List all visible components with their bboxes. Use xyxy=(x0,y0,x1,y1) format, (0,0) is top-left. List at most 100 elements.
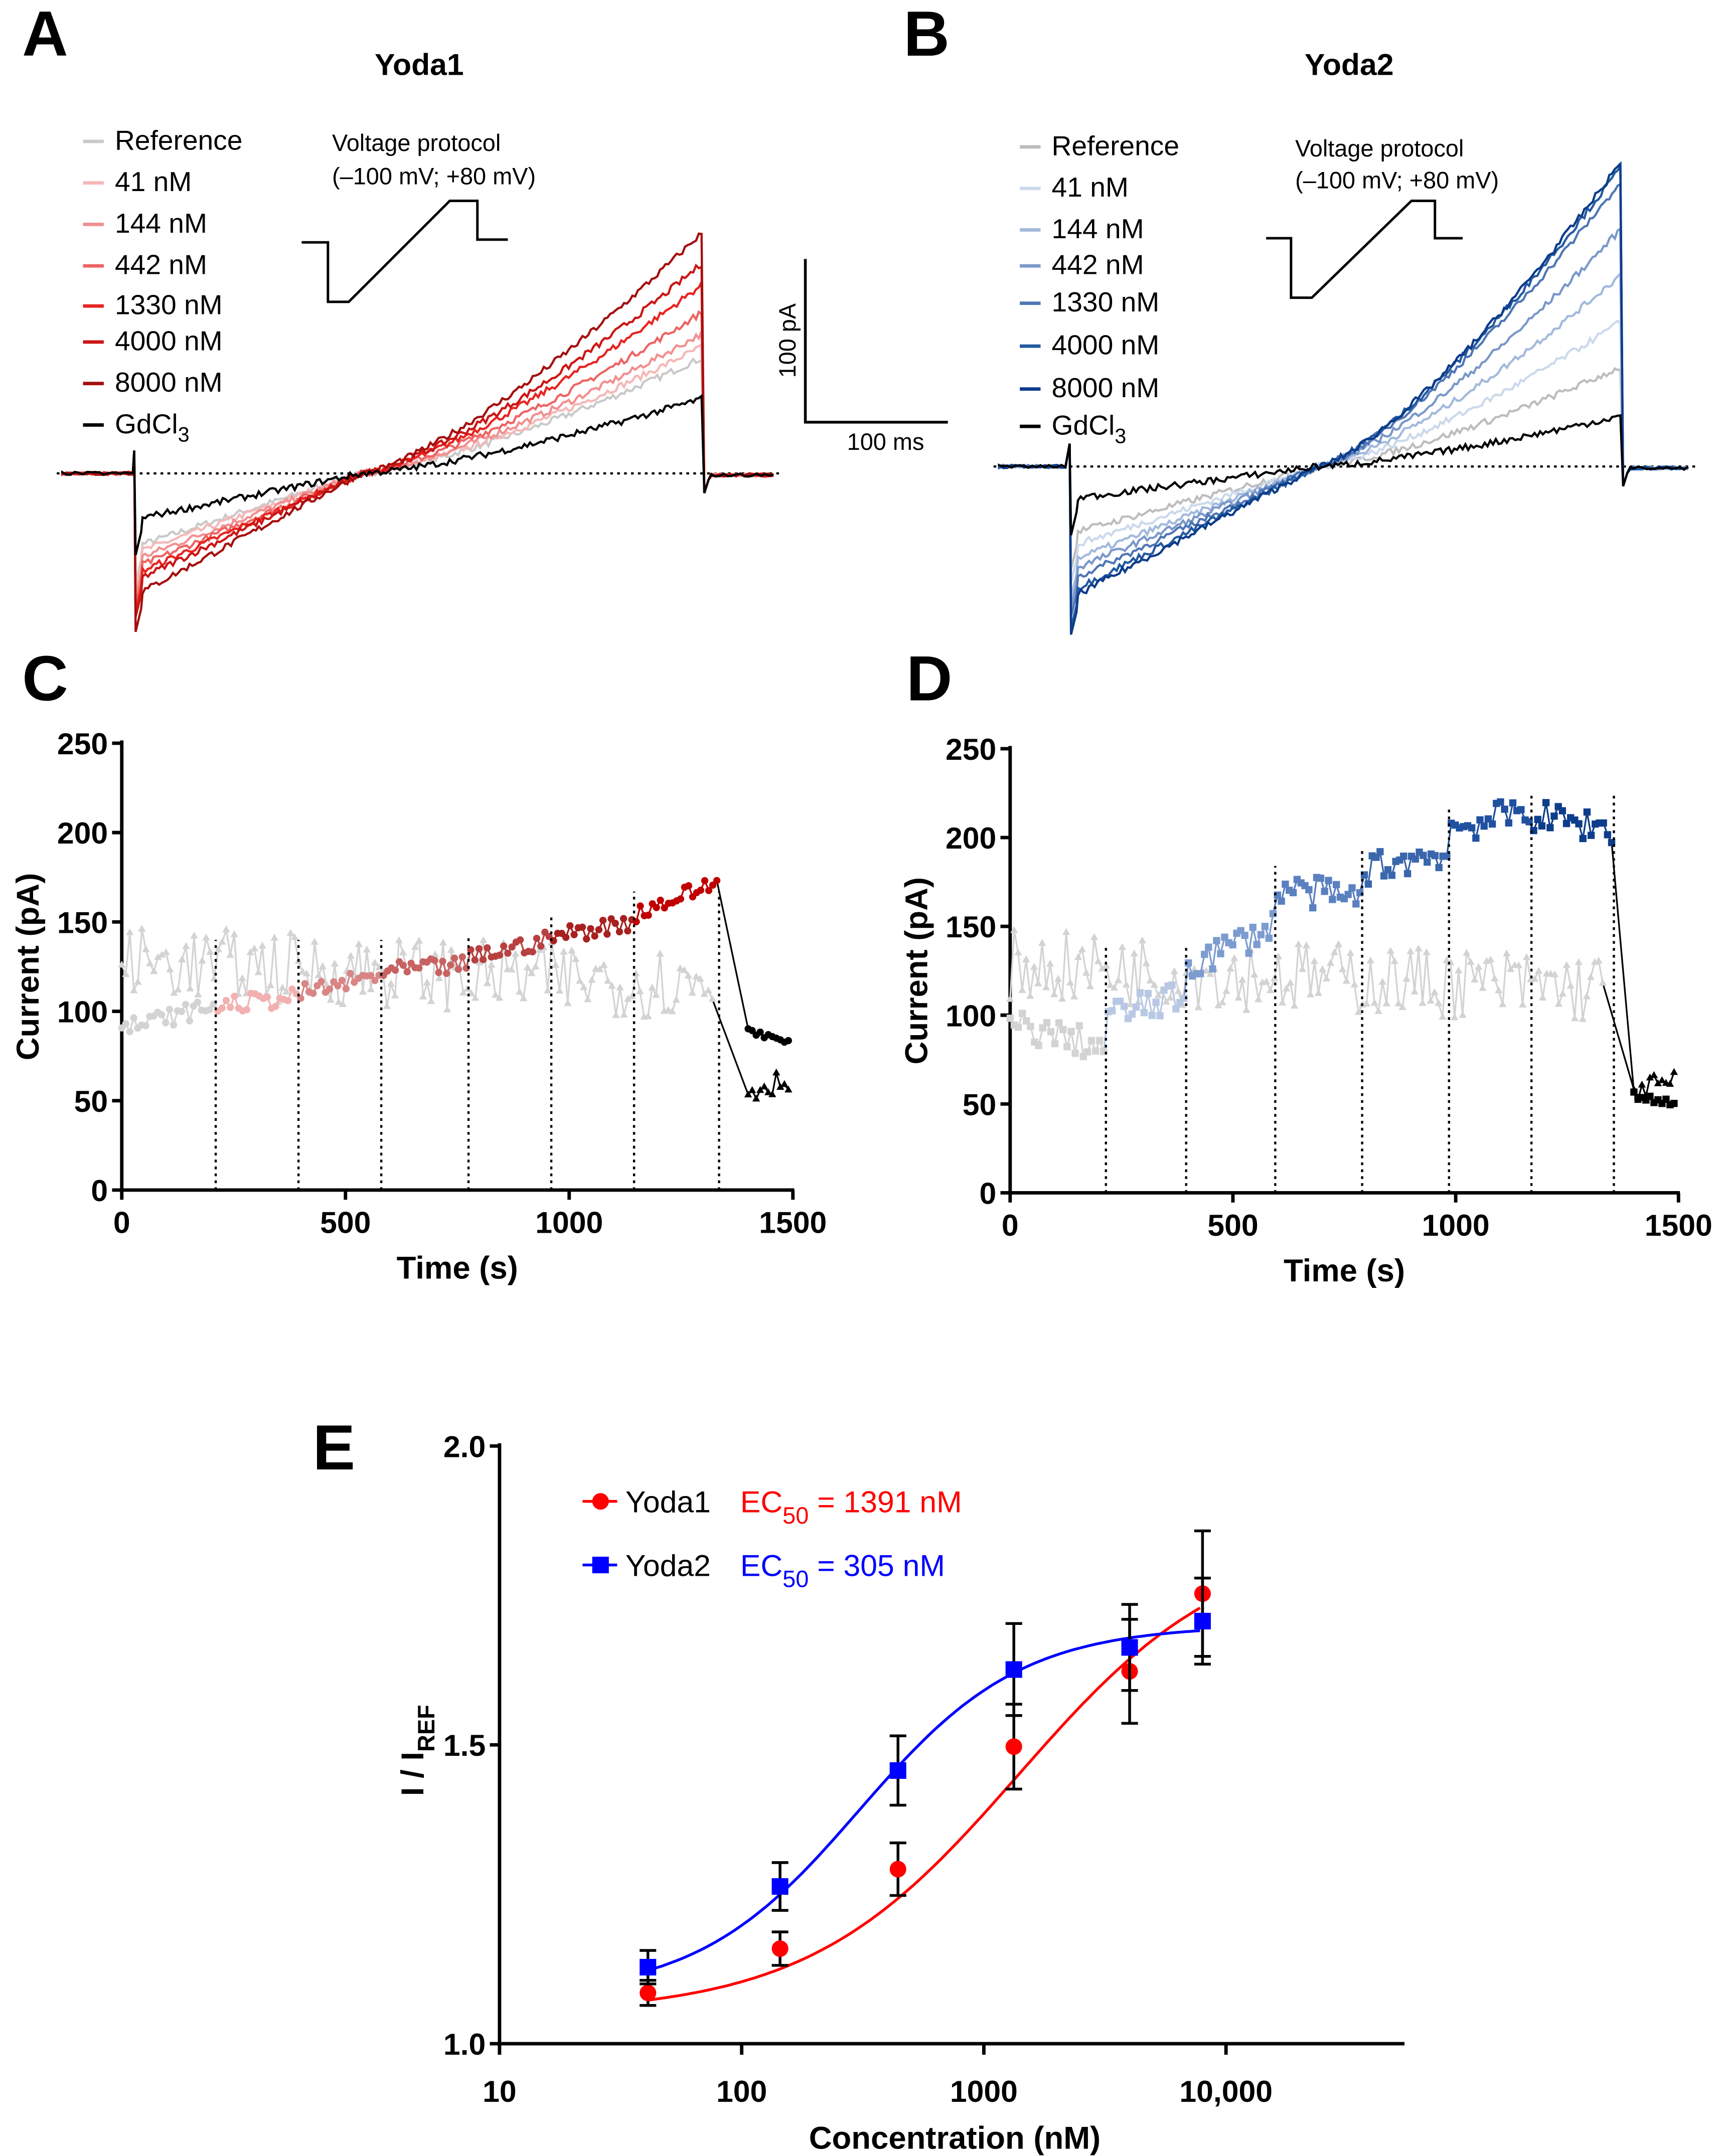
control-triangle-point xyxy=(198,956,206,964)
data-point-circle xyxy=(537,942,545,950)
control-triangle-point xyxy=(1439,1013,1447,1020)
control-line-segment xyxy=(1381,981,1387,1004)
control-line-segment xyxy=(615,987,621,1016)
control-triangle-point xyxy=(1302,941,1311,948)
data-point-square xyxy=(1352,900,1360,908)
data-point-square xyxy=(1071,1050,1079,1057)
data-point-square xyxy=(1168,981,1176,989)
data-point-circle xyxy=(591,932,598,940)
control-triangle-point xyxy=(1150,980,1158,988)
data-point-square xyxy=(1321,888,1328,895)
control-triangle-point xyxy=(359,987,367,995)
data-point-square xyxy=(1550,812,1558,820)
data-point-circle xyxy=(222,997,230,1005)
control-triangle-point xyxy=(1366,956,1374,963)
legend-ec50-label: EC50 = 1391 nM xyxy=(740,1485,962,1529)
control-triangle-point xyxy=(1238,975,1246,983)
data-point-square xyxy=(1317,874,1325,882)
control-line-segment xyxy=(1233,958,1239,998)
data-point-square xyxy=(1265,934,1273,942)
control-triangle-point xyxy=(704,986,712,993)
main-line-segment xyxy=(1582,811,1588,839)
x-tick-label: 1000 xyxy=(950,2074,1018,2108)
data-point-square xyxy=(1059,1026,1067,1034)
control-triangle-point xyxy=(1595,956,1603,964)
data-point-circle xyxy=(475,945,483,952)
data-point-square xyxy=(1403,870,1412,878)
control-line-segment xyxy=(366,949,372,990)
control-triangle-point xyxy=(1382,999,1390,1007)
data-point-square xyxy=(1221,933,1228,941)
control-triangle-point xyxy=(511,949,520,957)
data-point-square xyxy=(1501,805,1508,813)
control-line-segment xyxy=(515,954,521,992)
data-point-square xyxy=(1348,884,1356,892)
control-triangle-point xyxy=(1658,1076,1666,1083)
control-triangle-point xyxy=(576,976,584,984)
panel-d-timecourse: 0 50 100 150 200 250 0 500 1000 1500 Time (s) Curre… xyxy=(899,732,1712,1288)
main-line-segment xyxy=(1183,962,1189,999)
control-triangle-point xyxy=(519,994,528,1002)
data-point-square xyxy=(1083,1048,1091,1056)
control-triangle-point xyxy=(676,964,684,971)
ec50-sub: 50 xyxy=(783,1566,809,1592)
trace-reference xyxy=(61,357,774,583)
control-triangle-point xyxy=(1579,1015,1587,1022)
control-triangle-point xyxy=(1411,987,1419,994)
control-triangle-point xyxy=(387,979,395,987)
control-line-segment xyxy=(386,983,392,1007)
control-triangle-point xyxy=(1078,945,1086,952)
control-triangle-point xyxy=(1558,989,1567,997)
control-triangle-point xyxy=(367,985,375,992)
control-triangle-point xyxy=(1286,978,1295,986)
data-point-square xyxy=(1035,1042,1042,1049)
control-line-segment xyxy=(1385,951,1391,1004)
control-line-segment xyxy=(1245,950,1252,1011)
data-point-circle xyxy=(338,976,346,984)
legend-label: 8000 nM xyxy=(1052,372,1160,403)
y-tick-label: 100 xyxy=(57,995,108,1029)
control-triangle-point xyxy=(1214,1001,1222,1009)
data-point-circle xyxy=(182,1001,190,1009)
control-triangle-point xyxy=(688,988,696,996)
control-triangle-point xyxy=(1074,953,1082,960)
data-point-circle xyxy=(640,1984,657,2002)
data-point-circle xyxy=(529,948,536,956)
control-line-segment xyxy=(567,950,573,1004)
control-line-segment xyxy=(1349,953,1355,985)
control-triangle-point xyxy=(600,961,608,968)
control-line-segment xyxy=(555,965,561,991)
ec50-value: = 305 nM xyxy=(809,1549,945,1583)
data-point-circle xyxy=(645,911,652,919)
control-line-segment xyxy=(1021,959,1027,990)
control-triangle-point xyxy=(1146,976,1154,983)
trace-144-nm xyxy=(61,330,774,596)
control-triangle-point xyxy=(1562,961,1571,968)
control-triangle-point xyxy=(258,941,266,949)
data-point-square xyxy=(1630,1088,1638,1096)
control-triangle-point xyxy=(471,993,480,1001)
control-triangle-point xyxy=(463,984,472,992)
control-triangle-point xyxy=(214,945,222,952)
control-triangle-point xyxy=(331,959,339,967)
control-line-segment xyxy=(269,938,275,986)
trace-41-nm xyxy=(998,319,1689,583)
control-triangle-point xyxy=(174,985,182,993)
data-point-square xyxy=(1257,931,1265,938)
control-triangle-point xyxy=(222,925,230,933)
control-line-segment xyxy=(201,937,207,961)
data-point-square xyxy=(1388,872,1395,879)
panel-a-traces: Reference 41 nM 144 nM 442 nM 1330 nM 4000 nM… xyxy=(57,124,780,632)
legend-label: 144 nM xyxy=(115,208,207,239)
data-point-circle xyxy=(227,1004,234,1011)
control-triangle-point xyxy=(1098,964,1107,972)
main-line-segment xyxy=(1367,856,1373,885)
control-triangle-point xyxy=(612,1011,620,1018)
control-triangle-point xyxy=(1250,970,1259,978)
control-triangle-point xyxy=(544,986,552,993)
protocol-label-1: Voltage protocol xyxy=(1295,135,1464,161)
control-triangle-point xyxy=(1398,1003,1406,1011)
control-line-segment xyxy=(125,932,131,974)
control-triangle-point xyxy=(1170,967,1178,974)
control-triangle-point xyxy=(580,983,588,990)
